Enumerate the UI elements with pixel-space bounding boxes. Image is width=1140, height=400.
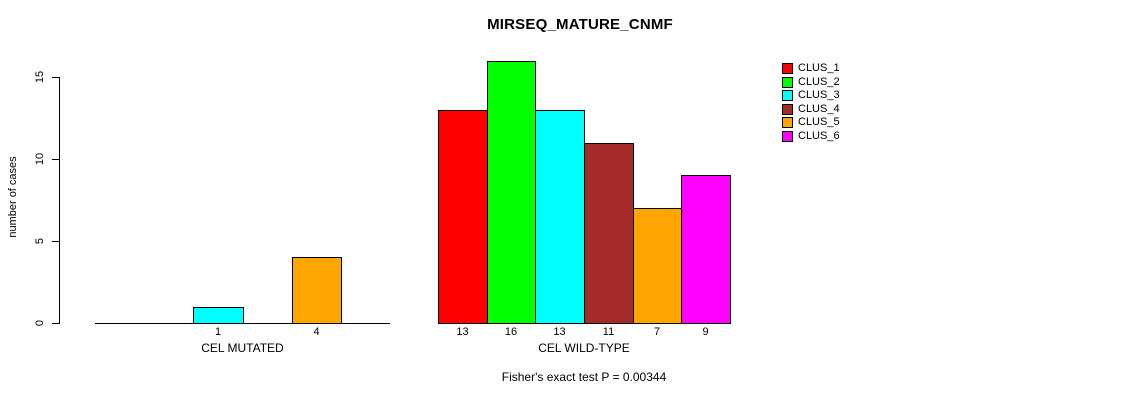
legend-row-clus_5: CLUS_5: [782, 116, 840, 130]
legend-row-clus_1: CLUS_1: [782, 62, 840, 76]
bar-value-label: 7: [653, 326, 661, 338]
y-tick: [52, 323, 59, 324]
legend-row-clus_4: CLUS_4: [782, 103, 840, 117]
group-label-cel-wild-type: CEL WILD-TYPE: [538, 341, 630, 355]
legend-swatch-icon: [782, 117, 793, 129]
bar-clus_4: [584, 143, 634, 324]
bar-value-label: 1: [214, 326, 222, 338]
bar-value-label: 4: [313, 326, 320, 338]
y-tick: [52, 159, 59, 160]
y-axis-line: [59, 77, 60, 324]
bar-value-label: 13: [553, 326, 566, 338]
legend-swatch-icon: [782, 63, 793, 75]
group-label-cel-mutated: CEL MUTATED: [201, 341, 284, 355]
y-tick-label: 15: [34, 70, 46, 84]
bar-clus_5: [633, 208, 682, 324]
bar-value-label: 13: [456, 326, 469, 338]
legend-swatch-icon: [782, 130, 793, 142]
legend-swatch-icon: [782, 103, 793, 115]
bar-clus_6: [681, 175, 731, 324]
legend-row-clus_3: CLUS_3: [782, 89, 840, 103]
legend-label: CLUS_5: [798, 116, 840, 129]
legend-label: CLUS_4: [798, 102, 840, 115]
bar-value-label: 16: [504, 326, 518, 338]
chart-title: MIRSEQ_MATURE_CNMF: [487, 16, 673, 33]
legend-swatch-icon: [782, 90, 793, 102]
bar-clus_3: [535, 110, 585, 324]
bar-clus_2: [487, 61, 536, 324]
bar-value-label: 9: [702, 326, 709, 338]
legend-label: CLUS_3: [798, 89, 840, 102]
legend-label: CLUS_2: [798, 75, 840, 88]
y-tick-label: 0: [34, 319, 46, 327]
y-axis-label: number of cases: [7, 156, 19, 238]
y-tick: [52, 77, 59, 78]
legend-label: CLUS_1: [798, 62, 840, 75]
y-tick-label: 10: [34, 152, 46, 166]
bar-value-label: 11: [602, 326, 615, 338]
legend-row-clus_2: CLUS_2: [782, 76, 840, 90]
y-tick-label: 5: [34, 237, 46, 245]
bar-clus_1: [438, 110, 488, 324]
bar-clus_3: [193, 307, 244, 324]
fisher-test-caption: Fisher's exact test P = 0.00344: [501, 370, 667, 384]
legend: CLUS_1 CLUS_2 CLUS_3 CLUS_4 CLUS_5 CLUS_6: [782, 62, 840, 143]
legend-swatch-icon: [782, 76, 793, 88]
legend-row-clus_6: CLUS_6: [782, 130, 840, 144]
legend-label: CLUS_6: [798, 129, 840, 142]
bar-clus_5: [292, 257, 342, 324]
y-tick: [52, 241, 59, 242]
